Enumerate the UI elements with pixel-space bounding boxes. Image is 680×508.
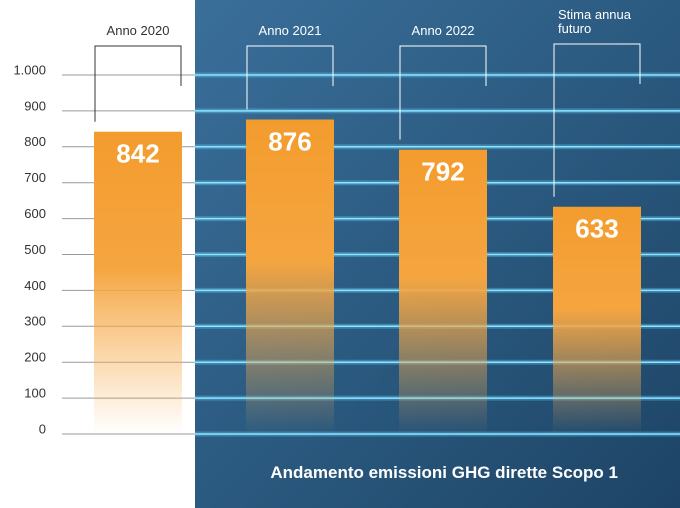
value-label: 876 [268,126,311,156]
y-tick-label: 300 [24,314,46,329]
y-tick-label: 600 [24,206,46,221]
y-tick-label: 0 [39,421,46,436]
y-tick-label: 500 [24,242,46,257]
value-label: 792 [421,157,464,187]
chart: 0 100 200 300 400 500 600 700 800 900 1.000 842 876 7… [0,0,680,508]
category-label: Stima annua futuro [558,8,658,36]
y-tick-label: 900 [24,98,46,113]
value-label: 633 [575,214,618,244]
category-label: Anno 2020 [88,24,188,38]
value-label: 842 [116,139,159,169]
y-tick-label: 700 [24,170,46,185]
y-tick-label: 100 [24,386,46,401]
category-label: Anno 2021 [240,24,340,38]
y-tick-label: 200 [24,350,46,365]
y-tick-label: 800 [24,134,46,149]
chart-title: Andamento emissioni GHG dirette Scopo 1 [238,462,618,484]
bar [246,120,334,434]
bar [94,132,182,434]
bar [399,150,487,434]
chart-container: 0 100 200 300 400 500 600 700 800 900 1.000 842 876 7… [0,0,680,508]
category-label: Anno 2022 [393,24,493,38]
y-tick-label: 400 [24,278,46,293]
y-tick-label: 1.000 [13,62,46,77]
